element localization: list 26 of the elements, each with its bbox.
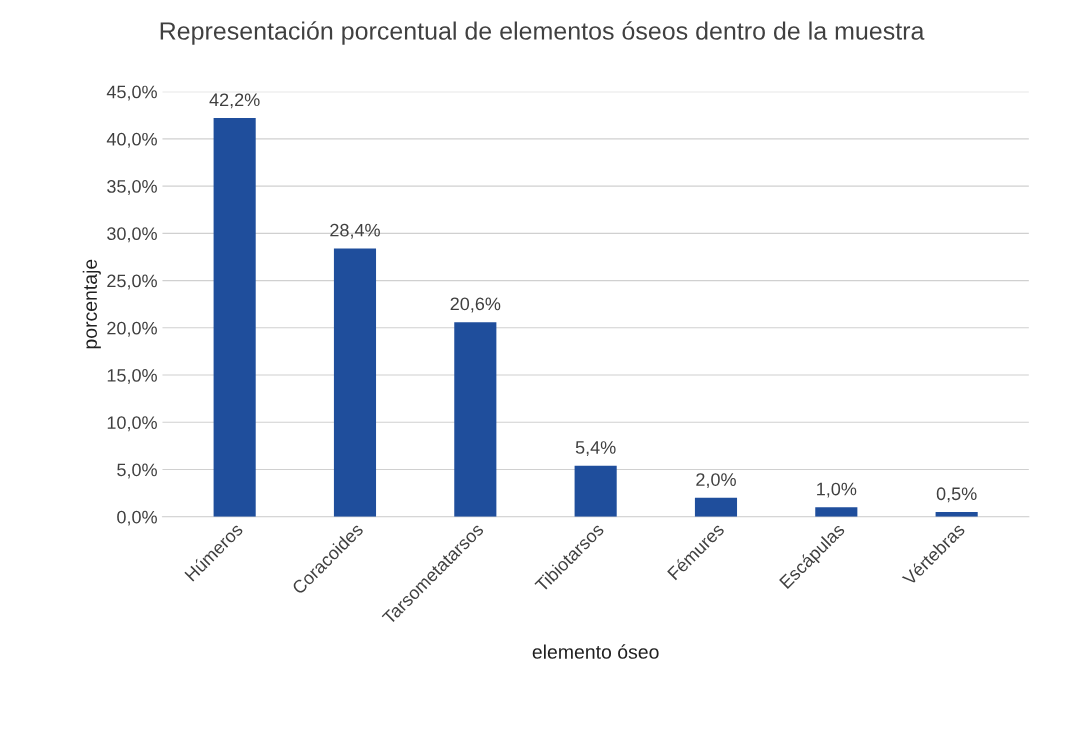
data-label: 1,0% bbox=[817, 482, 857, 498]
x-axis-title: elemento óseo bbox=[532, 644, 659, 659]
bar bbox=[815, 507, 858, 517]
bar bbox=[454, 322, 497, 517]
y-tick-label: 20,0% bbox=[107, 321, 157, 337]
y-tick-label: 10,0% bbox=[107, 416, 157, 432]
data-label: 5,4% bbox=[575, 441, 616, 456]
bar bbox=[333, 248, 377, 517]
y-tick-label: 25,0% bbox=[107, 274, 157, 290]
bar bbox=[574, 465, 617, 517]
y-tick-label: 35,0% bbox=[107, 180, 157, 195]
y-tick-label: 30,0% bbox=[107, 227, 157, 243]
data-label: 20,6% bbox=[450, 297, 501, 313]
data-label: 28,4% bbox=[330, 223, 380, 239]
data-label: 0,5% bbox=[936, 487, 977, 503]
y-tick-label: 40,0% bbox=[106, 132, 157, 148]
y-tick-label: 0,0% bbox=[117, 510, 157, 526]
y-tick-label: 15,0% bbox=[107, 368, 157, 384]
y-tick-label: 5,0% bbox=[117, 463, 157, 479]
bar bbox=[213, 118, 256, 517]
chart-title: Representación porcentual de elementos óseos dentro de la muestra bbox=[160, 21, 925, 45]
data-label: 2,0% bbox=[696, 473, 736, 489]
y-axis-title: porcentaje bbox=[82, 259, 101, 349]
bar bbox=[694, 497, 738, 517]
data-label: 42,2% bbox=[209, 93, 260, 109]
y-tick-label: 45,0% bbox=[106, 85, 157, 101]
